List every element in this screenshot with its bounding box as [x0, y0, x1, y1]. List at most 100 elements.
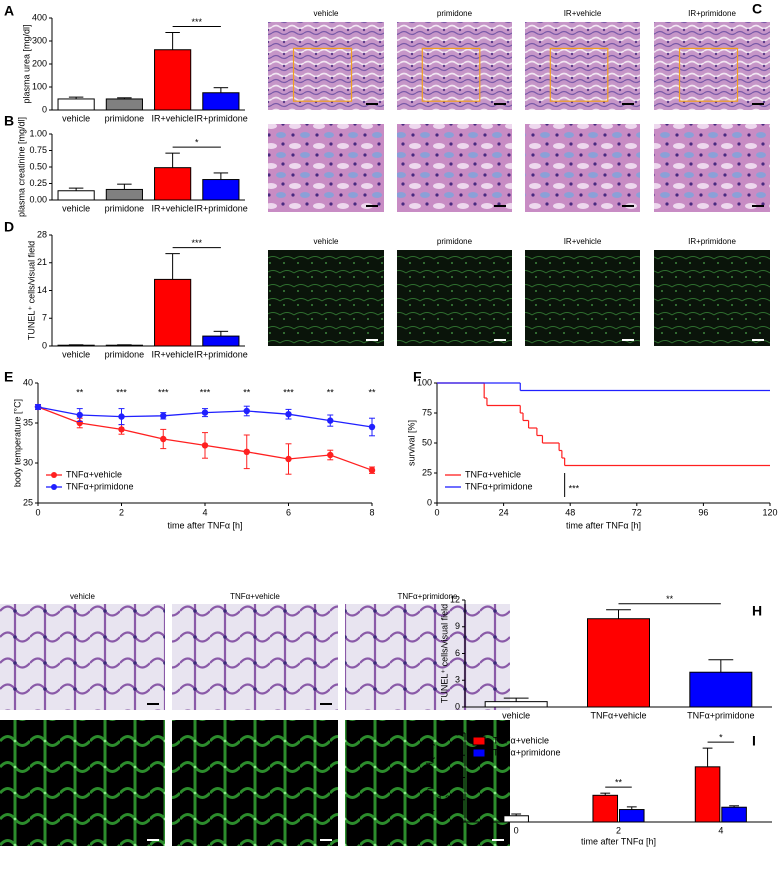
point: [243, 448, 250, 455]
y-tick-label: 12: [450, 594, 460, 604]
x-tick-label: 2: [119, 507, 124, 517]
bar: [57, 98, 95, 111]
point: [118, 426, 125, 433]
significance-label: *: [719, 733, 723, 743]
y-tick-label: 3 750: [437, 750, 460, 760]
legend-label: TNFα+vehicle: [465, 469, 521, 479]
legend-label: TNFα+primidone: [465, 481, 532, 491]
y-tick-label: 2 500: [437, 772, 460, 782]
zoom-box: [421, 47, 481, 102]
x-tick-label: 2: [616, 825, 621, 835]
bar: [689, 671, 753, 708]
bar: [484, 701, 548, 708]
x-axis-label: time after TNFα [h]: [581, 836, 656, 846]
point: [160, 412, 167, 419]
x-tick-label: 48: [565, 507, 575, 517]
y-tick-label: 0.25: [29, 178, 47, 188]
zoom-box: [292, 47, 353, 102]
point: [327, 451, 334, 459]
significance-label: **: [615, 778, 623, 788]
x-tick-label: IR+vehicle: [151, 113, 193, 123]
x-tick-label: 4: [202, 507, 207, 517]
column-label: TNFα+primidone: [398, 592, 459, 601]
bar: [202, 335, 240, 347]
y-tick-label: 0: [455, 816, 460, 826]
y-tick-label: 1.00: [29, 128, 47, 138]
panel-letter: C: [752, 1, 762, 17]
x-tick-label: IR+vehicle: [151, 203, 193, 213]
bar: [105, 344, 143, 347]
legend-swatch: [472, 748, 486, 758]
column-label: IR+primidone: [688, 237, 736, 246]
micrograph: [0, 720, 165, 846]
column-label: vehicle: [70, 592, 95, 601]
micrograph: [654, 250, 770, 346]
micrograph: [525, 22, 640, 110]
significance-label: ***: [569, 483, 580, 493]
y-tick-label: 300: [32, 35, 47, 45]
y-tick-label: 1 250: [437, 794, 460, 804]
column-label: vehicle: [314, 9, 339, 18]
zoom-box: [549, 47, 609, 102]
significance-label: ***: [191, 17, 202, 27]
significance-label: ***: [200, 387, 211, 397]
point: [368, 467, 376, 474]
x-tick-label: 96: [698, 507, 708, 517]
y-axis-label: plasma creatinine [mg/dl]: [16, 117, 26, 217]
x-tick-label: 8: [369, 507, 374, 517]
x-tick-label: 0: [35, 507, 40, 517]
significance-label: *: [195, 138, 199, 148]
y-tick-label: 400: [32, 12, 47, 22]
significance-label: ***: [158, 387, 169, 397]
x-tick-label: vehicle: [62, 113, 90, 123]
y-tick-label: 100: [417, 377, 432, 387]
x-tick-label: 120: [762, 507, 777, 517]
y-tick-label: 0.75: [29, 145, 47, 155]
y-tick-label: 28: [37, 229, 47, 239]
y-tick-label: 0: [427, 497, 432, 507]
bar: [694, 766, 721, 823]
point: [34, 403, 42, 411]
panel-letter: H: [752, 603, 762, 619]
bar: [57, 344, 95, 347]
x-tick-label: IR+primidone: [194, 349, 248, 359]
column-label: vehicle: [314, 237, 339, 246]
panel-letter: A: [4, 3, 14, 19]
y-tick-label: 21: [37, 257, 47, 267]
micrograph: [654, 22, 770, 110]
column-label: primidone: [437, 9, 473, 18]
x-tick-label: IR+primidone: [194, 203, 248, 213]
y-tick-label: 30: [23, 457, 33, 467]
bar: [721, 806, 747, 823]
y-tick-label: 0: [42, 104, 47, 114]
micrograph: [0, 604, 165, 710]
x-tick-label: primidone: [105, 113, 145, 123]
point: [368, 423, 376, 431]
x-tick-label: 0: [514, 825, 519, 835]
y-axis-label: plasma urea [mg/dl]: [21, 24, 31, 103]
x-tick-label: vehicle: [62, 349, 90, 359]
point: [201, 409, 209, 416]
y-tick-label: 0.00: [29, 194, 47, 204]
micrograph: [397, 250, 512, 346]
legend-label: TNFα+vehicle: [493, 735, 549, 745]
point: [118, 413, 125, 420]
x-tick-label: vehicle: [502, 710, 530, 720]
y-tick-label: 50: [422, 437, 432, 447]
panel-letter: E: [4, 369, 13, 385]
micrograph: [268, 124, 384, 212]
bar: [105, 98, 143, 111]
y-tick-label: 25: [422, 467, 432, 477]
significance-label: **: [76, 387, 84, 397]
bar: [202, 179, 240, 201]
bar: [154, 278, 192, 347]
x-tick-label: 4: [718, 825, 723, 835]
significance-label: ***: [191, 238, 202, 248]
point: [201, 442, 209, 449]
y-axis-label: body temperature [°C]: [12, 399, 22, 487]
bar: [105, 188, 143, 201]
point: [327, 417, 334, 424]
y-tick-label: 5 000: [437, 727, 460, 737]
significance-label: ***: [116, 387, 127, 397]
